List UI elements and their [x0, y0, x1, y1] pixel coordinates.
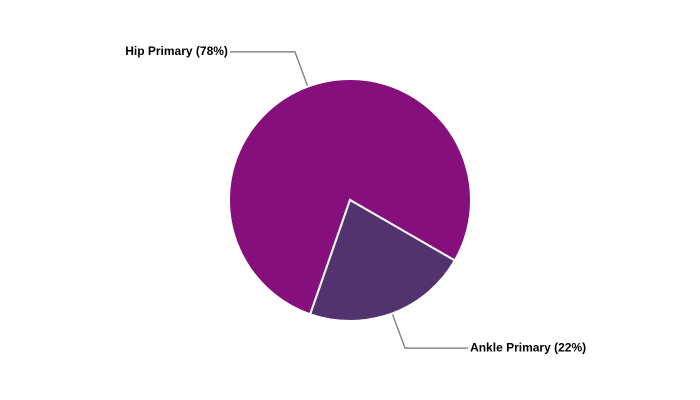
pie-slice [308, 198, 457, 322]
data-label: Ankle Primary (22%) [470, 340, 586, 354]
leader-line [229, 51, 309, 86]
pie-slice [228, 78, 472, 316]
data-label: Hip Primary (78%) [125, 44, 228, 58]
leader-line [391, 314, 469, 349]
